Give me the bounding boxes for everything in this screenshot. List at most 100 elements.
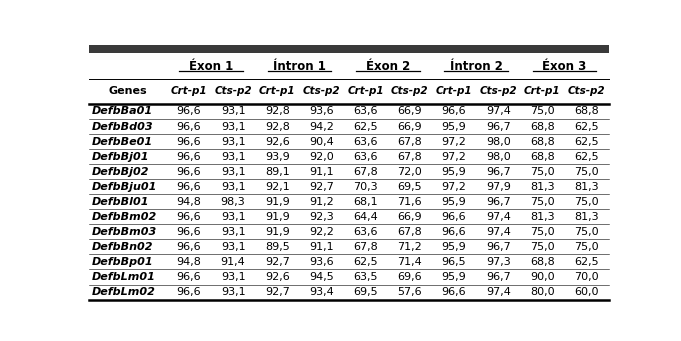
Text: 93,6: 93,6 [309, 257, 334, 267]
Text: 62,5: 62,5 [574, 121, 599, 132]
Text: DefbBm02: DefbBm02 [91, 212, 157, 222]
Text: DefbBd03: DefbBd03 [91, 121, 153, 132]
Text: DefbBa01: DefbBa01 [91, 106, 153, 117]
Text: 96,6: 96,6 [176, 106, 201, 117]
Text: 96,7: 96,7 [486, 242, 511, 252]
Text: 67,8: 67,8 [353, 167, 378, 177]
Text: 96,6: 96,6 [176, 152, 201, 162]
Text: 92,7: 92,7 [265, 257, 289, 267]
Text: DefbLm02: DefbLm02 [91, 287, 155, 297]
Text: 97,4: 97,4 [486, 106, 511, 117]
Text: 97,4: 97,4 [486, 287, 511, 297]
Text: 69,6: 69,6 [398, 272, 422, 282]
Text: 71,6: 71,6 [398, 197, 422, 207]
Text: 91,9: 91,9 [265, 227, 289, 237]
Text: 91,2: 91,2 [309, 197, 334, 207]
Text: 96,7: 96,7 [486, 167, 511, 177]
Text: Íntron 1: Íntron 1 [273, 60, 326, 73]
Text: 68,8: 68,8 [530, 257, 555, 267]
Text: 91,1: 91,1 [309, 242, 334, 252]
Text: 63,6: 63,6 [353, 106, 378, 117]
Text: 93,1: 93,1 [221, 182, 245, 192]
Text: 75,0: 75,0 [530, 106, 555, 117]
Text: Crt-p1: Crt-p1 [171, 87, 207, 97]
Text: 93,9: 93,9 [265, 152, 289, 162]
Text: 89,5: 89,5 [265, 242, 289, 252]
Text: 96,6: 96,6 [176, 136, 201, 147]
Text: 91,1: 91,1 [309, 167, 334, 177]
Text: 97,3: 97,3 [486, 257, 511, 267]
Text: 96,6: 96,6 [176, 121, 201, 132]
Text: 81,3: 81,3 [574, 182, 599, 192]
Text: 68,8: 68,8 [530, 136, 555, 147]
Text: 97,2: 97,2 [441, 136, 466, 147]
Text: 98,0: 98,0 [486, 136, 511, 147]
Text: 95,9: 95,9 [442, 167, 466, 177]
Text: 96,6: 96,6 [176, 167, 201, 177]
Text: 95,9: 95,9 [442, 272, 466, 282]
Text: 92,1: 92,1 [265, 182, 289, 192]
Text: 91,9: 91,9 [265, 212, 289, 222]
Text: 93,1: 93,1 [221, 227, 245, 237]
Text: DefbBl01: DefbBl01 [91, 197, 149, 207]
Text: 96,6: 96,6 [176, 182, 201, 192]
Text: 66,9: 66,9 [398, 212, 422, 222]
Text: Crt-p1: Crt-p1 [259, 87, 296, 97]
Text: 64,4: 64,4 [353, 212, 378, 222]
Text: 91,4: 91,4 [221, 257, 245, 267]
Text: 92,6: 92,6 [265, 136, 289, 147]
Text: 68,8: 68,8 [530, 121, 555, 132]
Text: 92,7: 92,7 [265, 287, 289, 297]
Text: Cts-p2: Cts-p2 [302, 87, 340, 97]
Text: Cts-p2: Cts-p2 [479, 87, 517, 97]
Text: 71,4: 71,4 [398, 257, 422, 267]
Text: 93,1: 93,1 [221, 136, 245, 147]
Text: 75,0: 75,0 [574, 242, 599, 252]
Text: 70,3: 70,3 [353, 182, 378, 192]
Text: 92,7: 92,7 [309, 182, 334, 192]
Text: 75,0: 75,0 [574, 227, 599, 237]
Text: 63,6: 63,6 [353, 136, 378, 147]
Text: 62,5: 62,5 [574, 257, 599, 267]
Text: 98,3: 98,3 [221, 197, 245, 207]
Text: 94,5: 94,5 [309, 272, 334, 282]
Text: 57,6: 57,6 [398, 287, 422, 297]
Text: 75,0: 75,0 [530, 227, 555, 237]
Text: 96,6: 96,6 [442, 106, 466, 117]
Text: DefbBj02: DefbBj02 [91, 167, 149, 177]
Text: DefbBn02: DefbBn02 [91, 242, 153, 252]
Text: 96,6: 96,6 [176, 212, 201, 222]
Text: 92,3: 92,3 [309, 212, 334, 222]
Text: Crt-p1: Crt-p1 [436, 87, 473, 97]
Text: 96,6: 96,6 [442, 287, 466, 297]
Text: 68,1: 68,1 [353, 197, 378, 207]
Text: 96,6: 96,6 [176, 287, 201, 297]
Text: Genes: Genes [109, 87, 147, 97]
Text: 62,5: 62,5 [574, 136, 599, 147]
Text: 96,5: 96,5 [442, 257, 466, 267]
Text: 68,8: 68,8 [574, 106, 599, 117]
Text: DefbBm03: DefbBm03 [91, 227, 157, 237]
Text: DefbBe01: DefbBe01 [91, 136, 153, 147]
Text: 81,3: 81,3 [530, 182, 555, 192]
Text: 94,8: 94,8 [176, 197, 202, 207]
Text: 68,8: 68,8 [530, 152, 555, 162]
Text: 95,9: 95,9 [442, 197, 466, 207]
Text: 93,1: 93,1 [221, 152, 245, 162]
Text: 97,4: 97,4 [486, 212, 511, 222]
Text: 71,2: 71,2 [398, 242, 422, 252]
Bar [89, 45, 609, 53]
Text: 81,3: 81,3 [574, 212, 599, 222]
Text: 93,1: 93,1 [221, 167, 245, 177]
Text: 97,2: 97,2 [441, 182, 466, 192]
Text: 93,4: 93,4 [309, 287, 334, 297]
Text: 92,0: 92,0 [309, 152, 334, 162]
Text: 92,8: 92,8 [265, 106, 289, 117]
Text: 75,0: 75,0 [530, 197, 555, 207]
Text: 93,1: 93,1 [221, 242, 245, 252]
Text: 62,5: 62,5 [353, 121, 378, 132]
Text: 67,8: 67,8 [398, 152, 422, 162]
Text: 92,6: 92,6 [265, 272, 289, 282]
Text: 93,1: 93,1 [221, 272, 245, 282]
Text: 96,6: 96,6 [176, 227, 201, 237]
